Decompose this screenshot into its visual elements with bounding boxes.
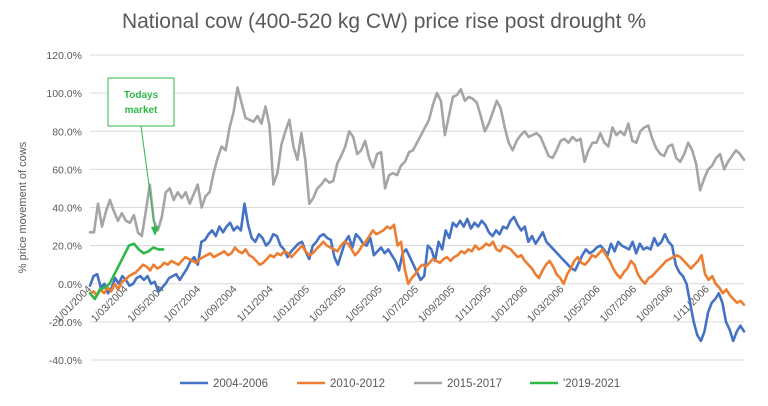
annotation-arrowhead (151, 226, 159, 236)
y-tick-label: 80.0% (52, 126, 82, 138)
x-tick-label: 1/09/2004 (198, 283, 240, 325)
x-tick-label: 1/05/2006 (561, 283, 603, 325)
chart-title: National cow (400-520 kg CW) price rise … (121, 10, 647, 33)
x-tick-label: 1/09/2005 (416, 283, 458, 325)
y-tick-label: -40.0% (49, 355, 82, 367)
y-tick-label: 0.0% (58, 279, 82, 291)
y-tick-label: 120.0% (46, 50, 82, 62)
x-tick-label: 1/01/2005 (271, 283, 313, 325)
y-tick-label: 100.0% (46, 88, 82, 100)
legend-label: 2015-2017 (447, 378, 502, 390)
annotation-arrow (140, 125, 156, 231)
legend-label: 2004-2006 (213, 378, 268, 390)
series-line-2 (88, 223, 746, 307)
x-tick-label: 1/03/2005 (307, 283, 349, 325)
y-tick-label: 40.0% (52, 203, 82, 215)
series-line-3 (88, 86, 746, 238)
x-tick-label: 1/07/2004 (162, 283, 204, 325)
x-tick-label: 1/07/2005 (380, 283, 422, 325)
y-tick-label: 60.0% (52, 164, 82, 176)
x-tick-label: 1/05/2005 (343, 283, 385, 325)
x-tick-label: 1/11/2005 (453, 283, 494, 324)
y-axis-label: % price movement of cows (17, 141, 29, 273)
x-tick-label: 1/07/2006 (598, 283, 640, 325)
y-tick-label: -20.0% (49, 317, 82, 329)
x-tick-label: 1/11/2004 (235, 283, 276, 324)
x-tick-label: 1/03/2006 (525, 283, 567, 325)
y-tick-label: 20.0% (52, 241, 82, 253)
annotation-text: market (125, 105, 158, 116)
x-tick-label: 1/09/2006 (634, 283, 676, 325)
annotation-text: Todays (124, 90, 159, 101)
x-tick-label: 1/01/2006 (489, 283, 531, 325)
legend-label: '2019-2021 (563, 378, 620, 390)
annotation-box (107, 77, 175, 127)
series-line-4 (88, 242, 165, 301)
legend-label: 2010-2012 (330, 378, 385, 390)
